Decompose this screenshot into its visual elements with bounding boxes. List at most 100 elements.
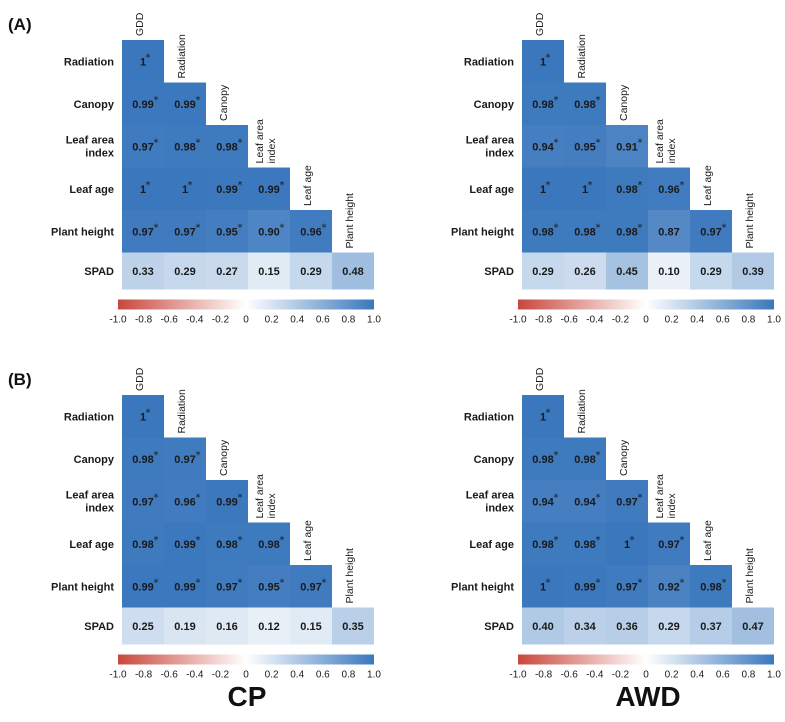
colorbar-tick-label: -0.4 [186,315,204,326]
heatmap-cell [606,167,648,210]
cell-value: 1 [582,184,588,196]
heatmap-cell [648,167,690,210]
significance-star: * [238,180,243,191]
heatmap-cell [606,522,648,565]
heatmap-cell [564,437,606,480]
column-label: Leaf age [702,520,714,561]
column-label-line: Canopy [618,84,630,121]
colorbar-tick-label: 0.4 [690,670,704,681]
row-label-line: index [485,502,515,514]
row-label: Plant height [51,226,114,238]
column-label: GDD [134,367,146,391]
significance-star: * [638,492,643,503]
heatmap-cell [248,210,290,253]
column-label-line: Leaf area [654,119,666,164]
column-label-line: Leaf age [702,165,714,206]
heatmap-cell [522,125,564,168]
heatmap-cell [122,607,164,645]
colorbar-tick-label: 0 [243,670,249,681]
colorbar-tick-label: 0.8 [741,670,755,681]
row-label-line: Leaf area [66,134,115,146]
cell-value: 0.97 [132,141,153,153]
colorbar-tick-label: -0.2 [212,315,230,326]
column-label: Leaf age [302,165,314,206]
row-label: Canopy [474,99,515,111]
column-label: Plant height [744,193,756,249]
heatmap-cell [648,252,690,290]
cell-value: 0.47 [742,621,763,633]
significance-star: * [154,577,159,588]
significance-star: * [154,137,159,148]
colorbar-tick-label: 0.8 [341,315,355,326]
significance-star: * [596,222,601,233]
colorbar [518,654,774,665]
significance-star: * [596,577,601,588]
cell-value: 1 [540,184,546,196]
heatmap-cell [690,210,732,253]
significance-star: * [638,180,643,191]
significance-star: * [596,137,601,148]
cell-value: 0.45 [616,266,637,278]
heatmap-cell [290,210,332,253]
colorbar-tick-label: -0.2 [612,670,630,681]
row-label-line: Leaf area [466,489,515,501]
cell-value: 1 [540,56,546,68]
significance-star: * [280,535,285,546]
colorbar-tick-label: -0.6 [561,670,579,681]
significance-star: * [554,535,559,546]
column-label-line: index [266,493,278,519]
heatmap-cell [690,565,732,608]
colorbar-tick-label: -0.4 [586,315,604,326]
cell-value: 0.96 [658,184,679,196]
cell-value: 0.98 [574,99,595,111]
row-label-line: index [85,502,115,514]
colorbar-tick-label: -1.0 [509,670,527,681]
heatmap-panels: Radiation 1 *Canopy 0.99 * 0.99 *Leaf area inde… [51,12,781,680]
row-label: Leaf area index [466,489,515,514]
cell-value: 0.27 [216,266,237,278]
cell-value: 0.97 [300,581,321,593]
heatmap-cell [522,607,564,645]
significance-star: * [546,407,551,418]
group-label-awd: AWD [615,681,680,712]
cell-value: 0.35 [342,621,363,633]
column-label-line: Leaf area [254,474,266,519]
cell-value: 0.33 [132,266,153,278]
significance-star: * [280,222,285,233]
cell-value: 1 [140,411,146,423]
row-label: SPAD [484,621,514,633]
heatmap-cell [290,565,332,608]
heatmap-cell [164,167,206,210]
cell-value: 0.98 [216,141,237,153]
column-label-line: index [666,138,678,164]
cell-value: 0.48 [342,266,363,278]
heatmap-cell [164,480,206,523]
cell-value: 0.98 [574,539,595,551]
cell-value: 0.94 [574,496,596,508]
significance-star: * [596,492,601,503]
significance-star: * [238,137,243,148]
cell-value: 0.29 [532,266,553,278]
heatmap-cell [122,437,164,480]
heatmap-cell [206,252,248,290]
heatmap-cell [290,607,332,645]
heatmap-cell [122,565,164,608]
column-label-line: Plant height [344,548,356,604]
cell-value: 0.12 [258,621,279,633]
column-label: Leaf areaindex [254,119,278,164]
colorbar-tick-label: 0.8 [341,670,355,681]
column-label: Plant height [344,193,356,249]
column-label: GDD [134,12,146,36]
colorbar-tick-label: -0.6 [161,670,179,681]
heatmap-cell [732,607,774,645]
cell-value: 0.98 [174,141,195,153]
cell-value: 0.15 [300,621,321,633]
column-label-line: Plant height [744,193,756,249]
heatmap-cell [564,167,606,210]
cell-value: 0.40 [532,621,553,633]
significance-star: * [238,535,243,546]
colorbar-tick-label: -0.8 [135,315,153,326]
significance-star: * [680,577,685,588]
heatmap-cell [564,480,606,523]
